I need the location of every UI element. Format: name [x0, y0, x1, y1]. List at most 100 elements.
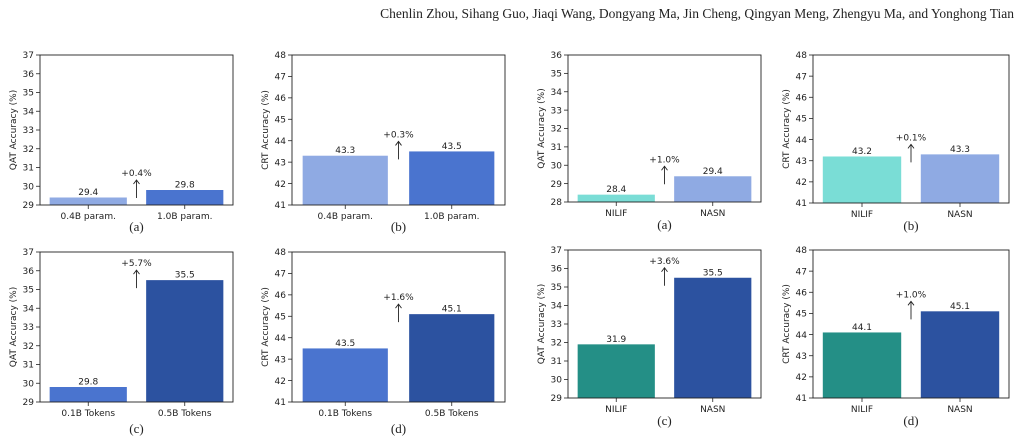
y-tick-label: 37	[23, 51, 34, 61]
y-tick-label: 48	[275, 248, 287, 258]
chart-R-b: 41 42 43 44 45 46 47 48 CRT Accuracy (%) 43.2 NILI…	[782, 51, 1010, 220]
y-tick-label: 34	[551, 88, 563, 98]
y-tick-label: 36	[23, 267, 35, 277]
y-tick-label: 29	[23, 398, 35, 408]
y-axis-label: CRT Accuracy (%)	[261, 287, 271, 367]
y-tick-label: 31	[551, 357, 562, 367]
y-tick-label: 43	[275, 355, 286, 365]
chart-L-b: 41 42 43 44 45 46 47 48 CRT Accuracy (%) 43.3 0.4B…	[261, 51, 506, 222]
bar-value-label: 35.5	[703, 268, 723, 278]
y-tick-label: 44	[275, 334, 287, 344]
x-tick-label: NILIF	[851, 405, 873, 415]
improvement-annotation: +0.4%	[121, 169, 152, 179]
plot-frame	[812, 249, 1010, 399]
y-tick-label: 36	[23, 70, 35, 80]
x-tick-label: 0.5B Tokens	[158, 409, 212, 419]
x-tick-label: NILIF	[605, 209, 627, 219]
bar-value-label: 29.8	[175, 181, 195, 191]
chart-L-d: 41 42 43 44 45 46 47 48 CRT Accuracy (%) 43.5 0.1B…	[261, 248, 506, 419]
y-tick-label: 45	[796, 115, 807, 125]
plot-frame	[567, 249, 762, 399]
improvement-arrow-head	[395, 303, 402, 309]
improvement-annotation: +3.6%	[649, 257, 680, 267]
improvement-annotation: +1.0%	[649, 155, 680, 165]
x-tick-label: 1.0B param.	[157, 212, 212, 222]
plot-frame	[39, 54, 234, 206]
y-tick-label: 43	[796, 352, 807, 362]
improvement-arrow-head	[661, 267, 668, 273]
chart-R-d: 41 42 43 44 45 46 47 48 CRT Accuracy (%) 44.1 NILI…	[782, 246, 1010, 415]
y-tick-label: 36	[551, 265, 563, 275]
y-tick-label: 32	[23, 145, 34, 155]
y-tick-label: 29	[551, 394, 563, 404]
y-tick-label: 47	[796, 267, 807, 277]
y-tick-label: 47	[275, 73, 286, 83]
y-tick-label: 42	[275, 180, 286, 190]
panel-caption: (c)	[657, 413, 672, 428]
improvement-annotation: +1.0%	[896, 290, 927, 300]
bar-value-label: 43.2	[852, 147, 872, 157]
bar-2	[674, 277, 752, 398]
improvement-arrow-head	[133, 269, 140, 275]
y-tick-label: 48	[796, 246, 808, 256]
x-tick-label: 0.1B Tokens	[61, 409, 115, 419]
y-tick-label: 46	[796, 288, 808, 298]
bar-value-label: 45.1	[442, 305, 462, 315]
y-tick-label: 32	[551, 125, 562, 135]
y-tick-label: 34	[23, 107, 35, 117]
y-tick-label: 48	[796, 51, 808, 61]
y-tick-label: 41	[796, 199, 807, 209]
improvement-arrow-head	[907, 143, 915, 149]
improvement-arrow-head	[395, 140, 402, 146]
chart-R-a: 28 29 30 31 32 33 34 35 36 QAT Accuracy (%) 28.4 NI…	[537, 51, 762, 219]
y-tick-label: 41	[275, 398, 286, 408]
bar-value-label: 29.4	[78, 188, 98, 198]
panel-caption: (c)	[129, 421, 144, 436]
y-tick-label: 30	[551, 161, 563, 171]
x-tick-label: NASN	[947, 210, 972, 220]
y-axis-label: QAT Accuracy (%)	[9, 287, 19, 367]
y-tick-label: 42	[796, 373, 807, 383]
plot-frame	[812, 54, 1010, 204]
y-tick-label: 35	[23, 286, 34, 296]
chart-L-c: 29 30 31 32 33 34 35 36 37 QAT Accuracy (%) 29.8 0.…	[9, 248, 234, 419]
y-tick-label: 43	[275, 158, 286, 168]
x-tick-label: NASN	[947, 405, 972, 415]
bar-1	[822, 156, 902, 203]
y-axis-label: QAT Accuracy (%)	[9, 90, 19, 170]
y-axis-label: CRT Accuracy (%)	[261, 90, 271, 170]
bar-value-label: 31.9	[606, 335, 626, 345]
y-axis-label: QAT Accuracy (%)	[537, 284, 547, 364]
x-tick-label: NASN	[700, 209, 725, 219]
bar-1	[49, 197, 127, 205]
improvement-arrow-head	[907, 300, 915, 306]
bar-value-label: 45.1	[950, 302, 970, 312]
y-tick-label: 47	[796, 72, 807, 82]
bar-value-label: 44.1	[852, 323, 872, 333]
y-tick-label: 43	[796, 157, 807, 167]
y-tick-label: 44	[796, 136, 808, 146]
panel-caption: (a)	[129, 219, 144, 234]
bar-value-label: 43.3	[335, 146, 355, 156]
panel-caption: (a)	[657, 217, 672, 232]
bar-value-label: 29.8	[78, 378, 98, 388]
panel-caption: (b)	[903, 218, 919, 233]
bar-2	[920, 154, 1000, 203]
bar-1	[302, 348, 388, 402]
bar-1	[577, 194, 655, 202]
y-tick-label: 44	[275, 137, 287, 147]
x-tick-label: 0.4B param.	[61, 212, 116, 222]
y-tick-label: 32	[551, 339, 562, 349]
y-tick-label: 29	[551, 180, 563, 190]
bar-value-label: 35.5	[175, 271, 195, 281]
x-tick-label: NILIF	[605, 405, 627, 415]
y-tick-label: 45	[275, 312, 286, 322]
y-axis-label: CRT Accuracy (%)	[782, 284, 792, 364]
x-tick-label: 0.4B param.	[318, 212, 373, 222]
y-tick-label: 35	[23, 89, 34, 99]
bar-value-label: 29.4	[703, 167, 723, 177]
y-tick-label: 33	[551, 320, 562, 330]
y-tick-label: 48	[275, 51, 287, 61]
bar-2	[409, 151, 495, 205]
y-tick-label: 41	[275, 201, 286, 211]
